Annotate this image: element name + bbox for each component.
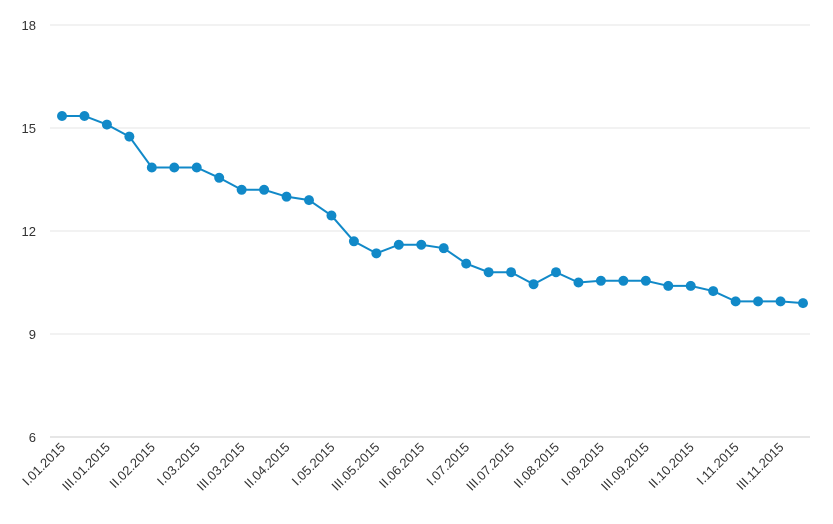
y-tick-label: 18 <box>22 18 36 33</box>
data-point[interactable] <box>753 296 764 307</box>
data-point[interactable] <box>191 162 202 173</box>
data-point[interactable] <box>640 275 651 286</box>
data-point[interactable] <box>798 298 808 309</box>
data-point[interactable] <box>708 286 719 297</box>
y-tick-label: 12 <box>22 224 36 239</box>
data-point[interactable] <box>214 172 225 183</box>
x-tick-label: III.03.2015 <box>194 440 248 494</box>
data-point[interactable] <box>124 131 135 142</box>
data-point[interactable] <box>169 162 180 173</box>
x-tick-label: II.10.2015 <box>645 440 696 491</box>
y-tick-label: 6 <box>29 430 36 445</box>
data-point[interactable] <box>663 280 674 291</box>
data-point[interactable] <box>326 210 337 221</box>
x-tick-label: III.07.2015 <box>463 440 517 494</box>
data-point[interactable] <box>79 110 90 121</box>
y-tick-label: 9 <box>29 327 36 342</box>
data-point[interactable] <box>57 110 67 121</box>
series-line <box>62 114 804 305</box>
data-point[interactable] <box>618 275 629 286</box>
data-point[interactable] <box>236 184 247 195</box>
data-point[interactable] <box>304 195 314 206</box>
x-tick-label: III.11.2015 <box>733 440 786 493</box>
data-point[interactable] <box>461 258 472 269</box>
x-tick-label: III.01.2015 <box>59 440 113 494</box>
data-point[interactable] <box>101 119 112 130</box>
data-point[interactable] <box>573 277 584 288</box>
data-point[interactable] <box>528 279 539 290</box>
data-point[interactable] <box>393 239 404 250</box>
data-point[interactable] <box>371 248 382 259</box>
data-point[interactable] <box>259 184 270 195</box>
x-tick-label: II.02.2015 <box>106 440 157 491</box>
data-point[interactable] <box>146 162 157 173</box>
x-tick-label: II.06.2015 <box>376 440 427 491</box>
series-line-group <box>57 110 808 309</box>
data-point[interactable] <box>730 296 741 307</box>
data-point[interactable] <box>685 280 696 291</box>
data-point[interactable] <box>348 236 359 247</box>
data-point[interactable] <box>483 267 494 278</box>
y-axis-ticks: 6 9 12 15 18 <box>22 18 36 445</box>
data-point[interactable] <box>506 267 517 278</box>
x-tick-label: III.05.2015 <box>328 440 382 494</box>
data-point[interactable] <box>595 275 606 286</box>
x-tick-label: II.04.2015 <box>241 440 292 491</box>
x-axis-ticks: I.01.2015III.01.2015II.02.2015I.03.2015I… <box>19 440 786 494</box>
data-point[interactable] <box>775 296 786 307</box>
data-point[interactable] <box>416 239 427 250</box>
x-tick-label: II.08.2015 <box>511 440 562 491</box>
gridlines <box>50 24 810 438</box>
data-point[interactable] <box>281 191 292 202</box>
y-tick-label: 15 <box>22 121 36 136</box>
data-point[interactable] <box>438 243 449 254</box>
x-tick-label: III.09.2015 <box>598 440 652 494</box>
data-point[interactable] <box>551 267 561 278</box>
